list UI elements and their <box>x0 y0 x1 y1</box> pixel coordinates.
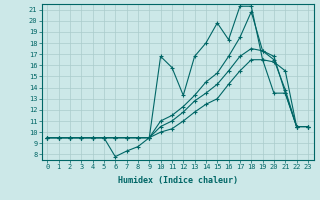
X-axis label: Humidex (Indice chaleur): Humidex (Indice chaleur) <box>118 176 237 185</box>
